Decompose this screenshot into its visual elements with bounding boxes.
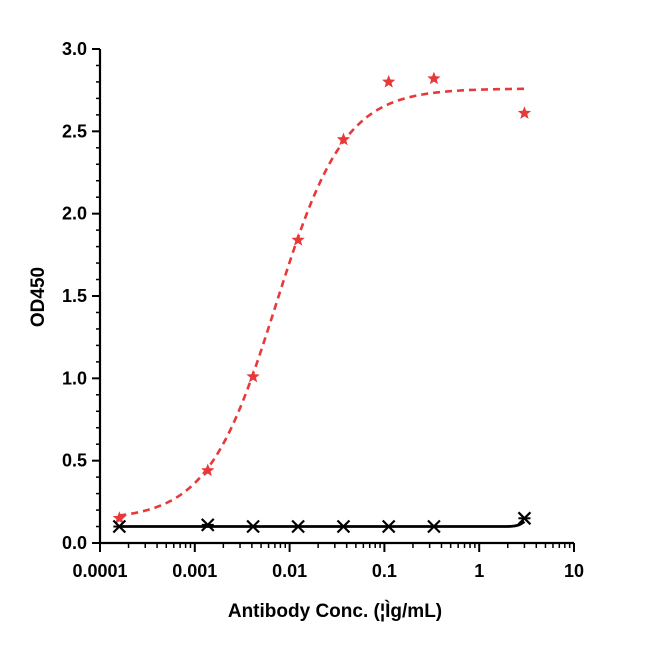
x-tick-label: 1: [474, 561, 484, 581]
series-1: [112, 71, 532, 524]
data-point: [382, 74, 396, 88]
y-tick-label: 2.0: [62, 204, 87, 224]
data-point: [517, 511, 532, 526]
series-2: [112, 511, 532, 534]
y-tick-label: 3.0: [62, 39, 87, 59]
y-axis-title: OD450: [28, 267, 49, 327]
x-axis-title: Antibody Conc. (¦Ìg/mL): [228, 600, 442, 622]
data-point: [246, 369, 260, 383]
y-tick-label: 2.5: [62, 121, 87, 141]
y-tick-label: 0.5: [62, 451, 87, 471]
x-tick-label: 0.1: [372, 561, 397, 581]
y-tick-label: 1.0: [62, 368, 87, 388]
data-point: [291, 233, 305, 246]
y-tick-label: 0.0: [62, 533, 87, 553]
data-point: [201, 463, 215, 477]
axes: 0.0 0.5 1.0 1.5 2.0 2.5 3.0 0.0001 0.001 0.01 0.1 1…: [62, 39, 584, 581]
data-point: [381, 519, 396, 534]
data-point: [427, 519, 441, 534]
series-line: [119, 87, 525, 517]
data-point: [200, 518, 215, 532]
series-group: [112, 71, 532, 534]
data-point: [336, 132, 351, 146]
series-line: [119, 520, 526, 528]
data-point: [112, 511, 127, 524]
x-tick-label: 0.0001: [72, 561, 127, 581]
data-point: [427, 71, 441, 85]
data-point: [112, 519, 127, 534]
data-point: [291, 519, 305, 534]
x-tick-label: 0.01: [272, 561, 307, 581]
data-point: [246, 519, 260, 534]
data-point: [336, 519, 351, 534]
x-tick-label: 10: [564, 561, 584, 581]
y-tick-label: 1.5: [62, 286, 87, 306]
x-tick-label: 0.001: [172, 561, 217, 581]
data-point: [517, 106, 532, 119]
